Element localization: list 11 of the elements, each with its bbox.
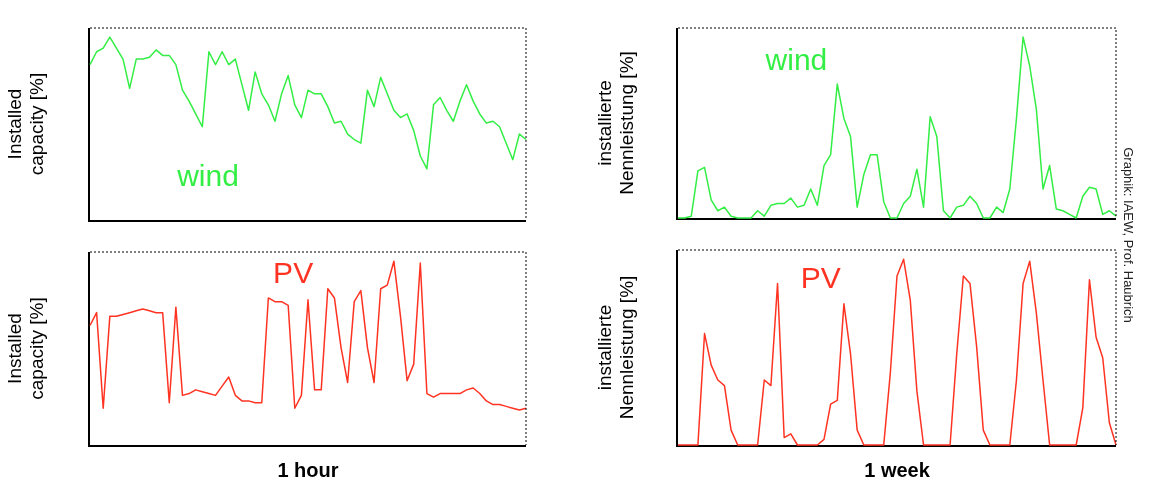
series-label: PV — [800, 260, 841, 294]
y-axis-title: installierte Nennleistung [%] — [593, 51, 638, 195]
y-axis-title: Installed capacity [%] — [3, 297, 48, 400]
series-label: PV — [273, 256, 314, 290]
y-axis-title: installierte Nennleistung [%] — [593, 275, 638, 420]
x-axis-title: 1 hour — [277, 458, 339, 481]
text: Graphik: IAEW, Prof. Haubrich — [1120, 147, 1136, 323]
x-axis-title: 1 week — [864, 458, 931, 481]
series-label: wind — [176, 159, 239, 193]
series-label: wind — [764, 43, 828, 77]
y-axis-title: Installed capacity [%] — [3, 72, 48, 176]
